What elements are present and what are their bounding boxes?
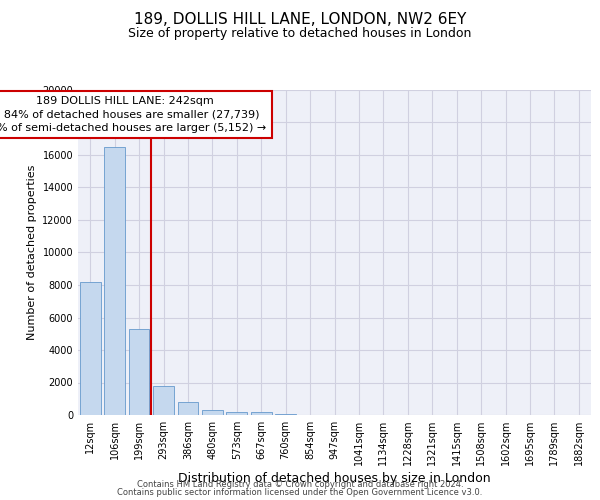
Text: 189 DOLLIS HILL LANE: 242sqm
← 84% of detached houses are smaller (27,739)
16% o: 189 DOLLIS HILL LANE: 242sqm ← 84% of de… [0, 96, 266, 133]
Text: Size of property relative to detached houses in London: Size of property relative to detached ho… [128, 28, 472, 40]
Y-axis label: Number of detached properties: Number of detached properties [27, 165, 37, 340]
Bar [153, 386, 174, 415]
Bar [202, 410, 223, 415]
Text: Contains public sector information licensed under the Open Government Licence v3: Contains public sector information licen… [118, 488, 482, 497]
Bar [128, 329, 149, 415]
Bar [104, 147, 125, 415]
X-axis label: Distribution of detached houses by size in London: Distribution of detached houses by size … [178, 472, 491, 486]
Bar [251, 412, 272, 415]
Bar [80, 282, 101, 415]
Bar [178, 402, 199, 415]
Text: 189, DOLLIS HILL LANE, LONDON, NW2 6EY: 189, DOLLIS HILL LANE, LONDON, NW2 6EY [134, 12, 466, 28]
Bar [275, 414, 296, 415]
Bar [226, 412, 247, 415]
Text: Contains HM Land Registry data © Crown copyright and database right 2024.: Contains HM Land Registry data © Crown c… [137, 480, 463, 489]
